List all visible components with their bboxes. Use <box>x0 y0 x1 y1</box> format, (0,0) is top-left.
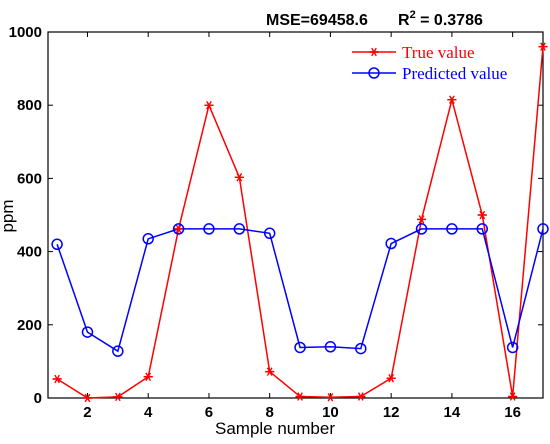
predicted-point <box>446 223 458 235</box>
x-tick-label: 16 <box>504 404 521 421</box>
true-point <box>447 95 457 104</box>
predicted-point <box>476 223 489 235</box>
legend-true-asterisk-icon <box>369 47 379 57</box>
true-point <box>417 215 427 224</box>
ticks: 2 4 6 8 10 12 14 16 0 200 400 600 800 1000 <box>9 24 543 421</box>
y-axis-title: ppm <box>0 199 17 232</box>
x-tick-label: 4 <box>144 404 153 421</box>
true-point <box>538 42 548 51</box>
predicted-point <box>233 223 246 235</box>
chart-title-r2-value: = 0.3786 <box>416 12 483 29</box>
predicted-point <box>385 237 397 250</box>
predicted-point <box>203 223 215 235</box>
y-tick-label: 0 <box>34 390 42 407</box>
plot-frame <box>47 31 544 399</box>
predicted-point <box>506 341 519 354</box>
predicted-point <box>51 238 63 251</box>
x-axis-title: Sample number <box>215 419 335 438</box>
true-point <box>174 224 184 234</box>
legend-true-label: True value <box>402 43 475 62</box>
true-point <box>265 367 275 376</box>
predicted-point <box>415 223 428 235</box>
y-tick-label: 200 <box>17 317 42 334</box>
legend-pred-label: Predicted value <box>402 64 507 83</box>
predicted-point <box>355 342 367 355</box>
predicted-point <box>263 227 276 240</box>
chart-title-mse: MSE=69458.6 <box>266 12 368 29</box>
chart-title-r2: R2 = 0.3786 <box>398 9 483 29</box>
predicted-point <box>81 326 94 338</box>
true-point <box>113 392 123 402</box>
series-line-predicted-value <box>56 228 544 353</box>
predicted-point <box>112 345 124 357</box>
x-tick-label: 14 <box>444 404 461 421</box>
true-point <box>204 100 214 110</box>
x-tick-label: 8 <box>266 404 274 421</box>
true-point <box>477 210 487 220</box>
x-tick-label: 10 <box>322 404 339 421</box>
predicted-point <box>142 233 154 245</box>
y-tick-label: 1000 <box>9 24 42 41</box>
legend-true-asterisk <box>369 47 379 57</box>
true-point <box>386 373 396 383</box>
series-layer <box>51 42 549 403</box>
true-point <box>325 393 335 402</box>
true-point <box>143 372 153 382</box>
x-tick-label: 6 <box>205 404 213 421</box>
predicted-point <box>537 223 549 235</box>
predicted-point <box>172 223 185 235</box>
x-tick-label: 12 <box>383 404 400 421</box>
y-tick-label: 600 <box>17 170 42 187</box>
chart-title-r2-prefix: R <box>398 12 410 29</box>
true-point <box>295 392 305 401</box>
y-tick-label: 400 <box>17 244 42 261</box>
true-point <box>82 393 92 403</box>
legend: True value Predicted value <box>352 43 507 83</box>
chart-title-r2-sup: 2 <box>410 9 416 21</box>
y-tick-label: 800 <box>17 97 42 114</box>
legend-pred-circle-icon <box>368 67 380 79</box>
true-point <box>52 374 62 384</box>
true-point <box>356 392 366 401</box>
true-point <box>508 392 518 401</box>
predicted-point <box>324 341 337 353</box>
x-tick-label: 2 <box>83 404 91 421</box>
predicted-point <box>294 341 306 354</box>
true-point <box>234 173 244 182</box>
